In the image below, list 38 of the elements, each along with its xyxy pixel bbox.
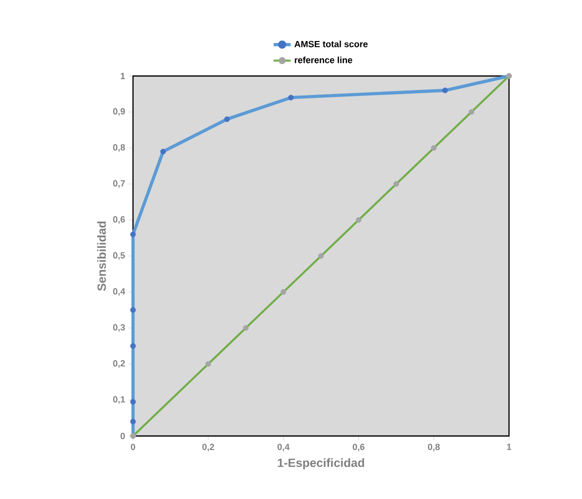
x-tick-label: 0,8 bbox=[428, 444, 440, 452]
point bbox=[243, 325, 249, 331]
point bbox=[130, 398, 136, 405]
x-tick-label: 0,4 bbox=[278, 444, 290, 452]
point bbox=[356, 217, 362, 223]
y-tick-label: 0,3 bbox=[113, 324, 125, 332]
point bbox=[130, 343, 136, 349]
point bbox=[130, 418, 136, 424]
y-tick-label: 0 bbox=[120, 432, 125, 440]
point bbox=[130, 232, 136, 238]
point bbox=[442, 88, 448, 94]
point bbox=[160, 148, 166, 154]
point bbox=[318, 253, 324, 259]
y-tick-label: 0,1 bbox=[113, 396, 125, 404]
x-tick-label: 0,6 bbox=[352, 444, 365, 452]
point bbox=[224, 116, 230, 122]
x-tick-label: 0,2 bbox=[202, 444, 214, 452]
legend-label: AMSE total score bbox=[294, 40, 368, 48]
y-tick-label: 1 bbox=[120, 72, 125, 80]
y-tick-label: 0,8 bbox=[113, 144, 125, 152]
point bbox=[288, 94, 294, 100]
point bbox=[431, 145, 437, 151]
y-tick-label: 0,5 bbox=[113, 252, 125, 260]
x-tick-label: 0 bbox=[130, 444, 136, 450]
y-tick-label: 0,7 bbox=[113, 180, 125, 188]
y-tick-label: 0,4 bbox=[113, 288, 126, 296]
x-tick-label: 1 bbox=[507, 444, 512, 450]
point bbox=[468, 109, 474, 115]
point bbox=[393, 181, 399, 187]
point bbox=[130, 307, 136, 313]
point bbox=[205, 361, 211, 367]
y-tick-label: 0,2 bbox=[113, 360, 125, 368]
y-axis-title: Sensibilidad bbox=[97, 222, 106, 291]
x-axis-title: 1-Especificidad bbox=[278, 458, 364, 470]
legend-label: reference line bbox=[294, 56, 352, 64]
y-tick-label: 0,6 bbox=[113, 216, 125, 224]
point bbox=[280, 289, 286, 295]
y-tick-label: 0,9 bbox=[113, 108, 125, 116]
